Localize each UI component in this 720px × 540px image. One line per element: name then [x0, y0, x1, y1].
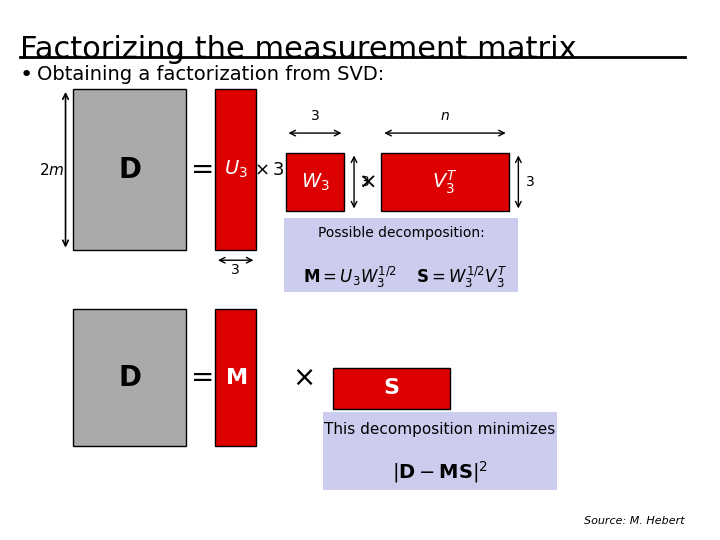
- Text: $\times$: $\times$: [358, 172, 376, 192]
- Text: 3: 3: [526, 175, 534, 189]
- FancyBboxPatch shape: [323, 412, 557, 490]
- Text: 3: 3: [231, 263, 240, 277]
- Text: Source: M. Hebert: Source: M. Hebert: [584, 516, 685, 526]
- FancyBboxPatch shape: [284, 218, 518, 292]
- Text: •: •: [19, 65, 33, 85]
- Text: $|\mathbf{D}-\mathbf{MS}|^2$: $|\mathbf{D}-\mathbf{MS}|^2$: [392, 460, 488, 485]
- Text: D: D: [118, 363, 141, 392]
- FancyBboxPatch shape: [333, 368, 450, 409]
- Text: 3: 3: [361, 175, 370, 189]
- Text: $U_3$: $U_3$: [224, 159, 248, 180]
- Text: Possible decomposition:: Possible decomposition:: [318, 226, 485, 240]
- Text: Obtaining a factorization from SVD:: Obtaining a factorization from SVD:: [37, 65, 384, 84]
- Text: n: n: [441, 109, 449, 123]
- Text: =: =: [191, 363, 214, 392]
- FancyBboxPatch shape: [73, 309, 186, 446]
- Text: $\mathbf{S} = W_3^{1/2} V_3^T$: $\mathbf{S} = W_3^{1/2} V_3^T$: [415, 264, 507, 289]
- Text: $W_3$: $W_3$: [300, 171, 329, 193]
- Text: This decomposition minimizes: This decomposition minimizes: [325, 422, 556, 437]
- FancyBboxPatch shape: [215, 309, 256, 446]
- FancyBboxPatch shape: [286, 153, 344, 211]
- Text: $\mathbf{M}$: $\mathbf{M}$: [225, 368, 247, 388]
- Text: $\times\,3$: $\times\,3$: [254, 161, 284, 179]
- Text: $\times$: $\times$: [292, 363, 314, 392]
- Text: Factorizing the measurement matrix: Factorizing the measurement matrix: [19, 35, 576, 64]
- Text: =: =: [191, 156, 214, 184]
- Text: $V_3^T$: $V_3^T$: [432, 168, 458, 195]
- Text: D: D: [118, 156, 141, 184]
- FancyBboxPatch shape: [382, 153, 508, 211]
- FancyBboxPatch shape: [73, 89, 186, 251]
- Text: $\mathbf{M} = U_3 W_3^{1/2}$: $\mathbf{M} = U_3 W_3^{1/2}$: [303, 264, 397, 289]
- FancyBboxPatch shape: [215, 89, 256, 251]
- Text: $2m$: $2m$: [39, 162, 65, 178]
- Text: 3: 3: [310, 109, 319, 123]
- Text: $\mathbf{S}$: $\mathbf{S}$: [383, 379, 400, 399]
